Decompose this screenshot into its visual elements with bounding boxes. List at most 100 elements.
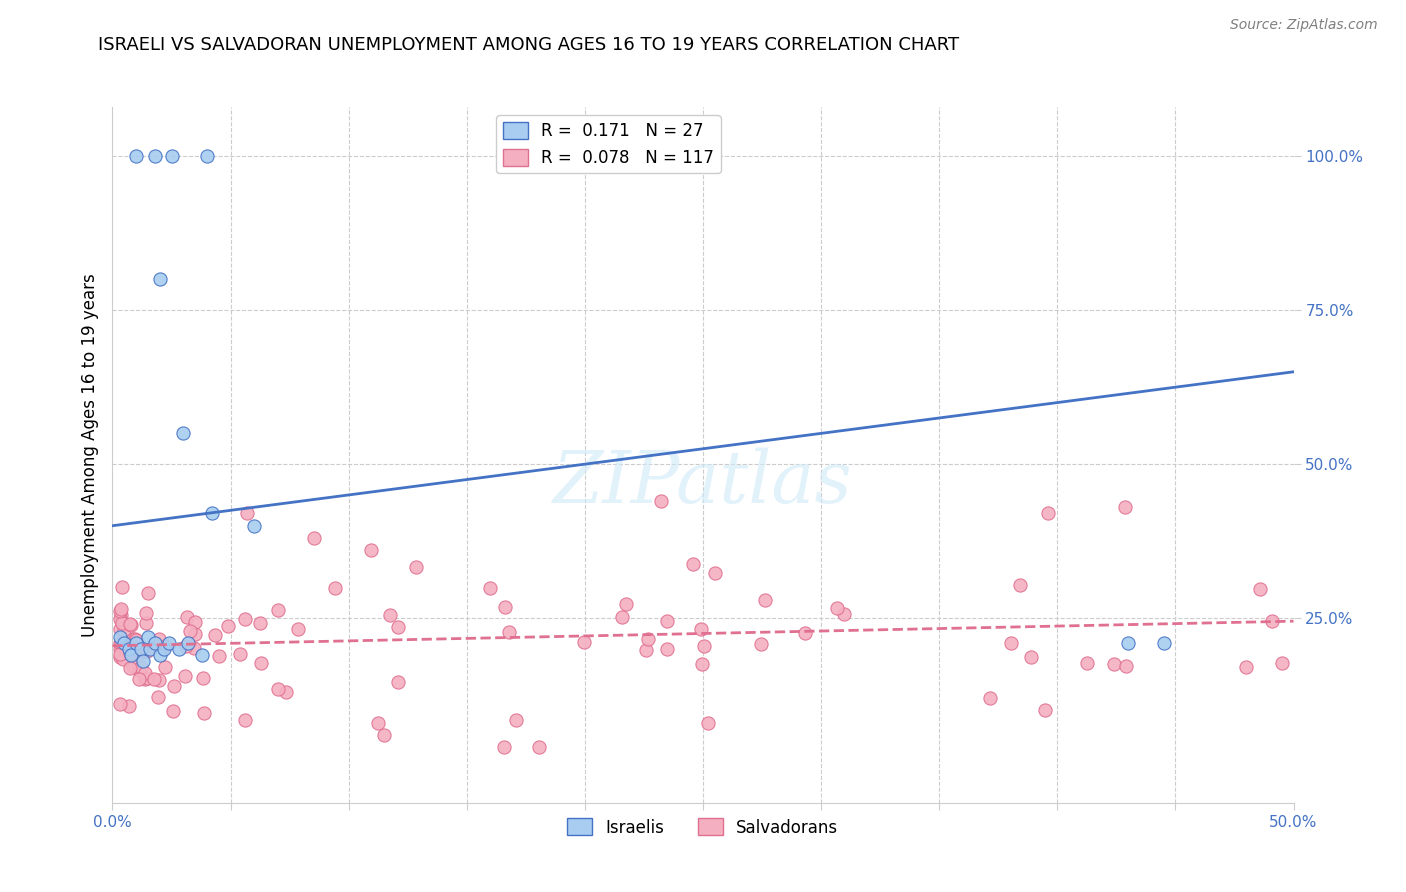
Point: [132, 654, 155, 668]
Point: [693, 640, 716, 654]
Point: [229, 648, 252, 662]
Point: [125, 636, 148, 650]
Point: [125, 633, 148, 648]
Point: [110, 602, 132, 616]
Point: [162, 704, 184, 718]
Point: [110, 634, 132, 648]
Point: [149, 272, 172, 286]
Point: [494, 600, 516, 615]
Point: [236, 507, 259, 521]
Point: [179, 624, 201, 638]
Text: ISRAELI VS SALVADORAN UNEMPLOYMENT AMONG AGES 16 TO 19 YEARS CORRELATION CHART: ISRAELI VS SALVADORAN UNEMPLOYMENT AMONG…: [98, 36, 959, 54]
Point: [127, 642, 149, 657]
Point: [110, 607, 132, 622]
Point: [1234, 660, 1257, 674]
Point: [193, 706, 215, 721]
Point: [610, 609, 633, 624]
Point: [191, 648, 214, 662]
Point: [304, 531, 326, 545]
Point: [614, 598, 637, 612]
Point: [276, 685, 298, 699]
Point: [574, 634, 596, 648]
Point: [153, 639, 176, 653]
Point: [129, 660, 152, 674]
Point: [108, 649, 131, 664]
Point: [124, 646, 146, 660]
Point: [689, 622, 711, 636]
Point: [655, 641, 678, 656]
Point: [1036, 507, 1059, 521]
Point: [172, 426, 194, 441]
Point: [749, 638, 772, 652]
Point: [125, 636, 148, 650]
Point: [183, 615, 205, 630]
Point: [111, 580, 134, 594]
Point: [160, 149, 183, 163]
Point: [249, 616, 271, 631]
Point: [1102, 657, 1125, 671]
Point: [492, 740, 515, 755]
Point: [112, 652, 135, 666]
Point: [201, 507, 224, 521]
Point: [479, 581, 502, 595]
Point: [360, 543, 382, 558]
Point: [118, 661, 141, 675]
Point: [690, 657, 713, 672]
Point: [505, 713, 527, 727]
Point: [1153, 636, 1175, 650]
Point: [125, 149, 148, 163]
Point: [682, 557, 704, 571]
Point: [139, 641, 162, 656]
Point: [118, 698, 141, 713]
Point: [143, 149, 166, 163]
Point: [136, 585, 159, 599]
Text: Source: ZipAtlas.com: Source: ZipAtlas.com: [1230, 18, 1378, 32]
Point: [122, 632, 145, 646]
Point: [108, 648, 131, 662]
Point: [979, 690, 1001, 705]
Point: [1114, 500, 1136, 515]
Point: [754, 593, 776, 607]
Point: [131, 644, 153, 658]
Point: [173, 669, 195, 683]
Point: [128, 672, 150, 686]
Point: [1249, 582, 1271, 596]
Point: [267, 603, 290, 617]
Point: [143, 672, 166, 686]
Point: [124, 632, 146, 646]
Point: [655, 614, 678, 628]
Point: [129, 641, 152, 656]
Point: [108, 605, 131, 619]
Point: [112, 623, 135, 637]
Point: [704, 566, 727, 580]
Point: [1271, 657, 1294, 671]
Point: [204, 628, 226, 642]
Point: [108, 630, 131, 644]
Point: [184, 627, 207, 641]
Point: [134, 672, 156, 686]
Point: [120, 646, 142, 660]
Point: [120, 648, 142, 662]
Point: [696, 715, 718, 730]
Point: [108, 698, 131, 712]
Point: [118, 641, 141, 656]
Point: [143, 636, 166, 650]
Point: [498, 624, 520, 639]
Point: [108, 612, 131, 626]
Point: [1033, 703, 1056, 717]
Point: [1000, 636, 1022, 650]
Point: [1076, 656, 1098, 670]
Point: [191, 672, 214, 686]
Point: [136, 671, 159, 685]
Point: [128, 663, 150, 677]
Point: [250, 656, 273, 670]
Point: [217, 619, 239, 633]
Point: [325, 581, 347, 595]
Point: [120, 616, 142, 631]
Point: [148, 632, 170, 646]
Point: [135, 615, 157, 630]
Point: [148, 690, 170, 705]
Point: [174, 639, 197, 653]
Point: [367, 715, 389, 730]
Point: [405, 560, 427, 574]
